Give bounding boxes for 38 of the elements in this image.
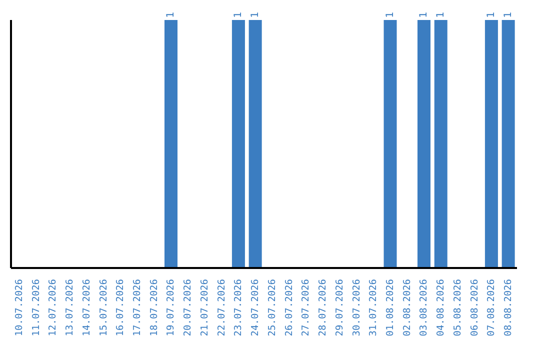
- x-tick-label: 01.08.2026: [385, 278, 396, 336]
- data-label: 1: [435, 12, 446, 18]
- data-label: 1: [232, 12, 244, 18]
- x-tick-label: 28.07.2026: [318, 278, 329, 336]
- x-tick-label: 24.07.2026: [250, 278, 262, 336]
- data-label: 1: [165, 12, 176, 18]
- x-tick-label: 10.07.2026: [14, 278, 25, 336]
- x-tick-label: 11.07.2026: [30, 278, 42, 336]
- data-label: 1: [250, 12, 261, 18]
- x-tick-label: 13.07.2026: [64, 278, 76, 336]
- data-label: 1: [384, 12, 396, 18]
- x-tick-label: 18.07.2026: [148, 278, 160, 336]
- x-tick-label: 14.07.2026: [81, 278, 92, 336]
- x-tick-label: 22.07.2026: [216, 278, 228, 336]
- data-label: 1: [486, 12, 497, 18]
- data-label: 1: [418, 12, 430, 18]
- x-tick-label: 12.07.2026: [48, 278, 59, 336]
- x-tick-label: 04.08.2026: [436, 278, 447, 336]
- x-tick-label: 25.07.2026: [266, 278, 278, 336]
- x-tick-label: 20.07.2026: [182, 278, 194, 336]
- x-tick-label: 15.07.2026: [98, 278, 110, 336]
- x-tick-label: 31.07.2026: [368, 278, 380, 336]
- x-tick-label: 03.08.2026: [418, 278, 430, 336]
- x-tick-label: 02.08.2026: [402, 278, 413, 336]
- x-tick-label: 08.08.2026: [503, 278, 514, 336]
- x-tick-label: 23.07.2026: [233, 278, 244, 336]
- data-label: 1: [502, 12, 514, 18]
- x-tick-label: 26.07.2026: [284, 278, 295, 336]
- x-tick-label: 06.08.2026: [469, 278, 480, 336]
- x-tick-label: 07.08.2026: [486, 278, 498, 336]
- x-tick-label: 21.07.2026: [199, 278, 210, 336]
- x-tick-label: 16.07.2026: [115, 278, 126, 336]
- x-tick-label: 29.07.2026: [334, 278, 346, 336]
- x-tick-label: 19.07.2026: [166, 278, 177, 336]
- x-tick-label: 17.07.2026: [132, 278, 143, 336]
- x-tick-label: 30.07.2026: [351, 278, 362, 336]
- x-tick-label: 05.08.2026: [452, 278, 464, 336]
- x-tick-label: 27.07.2026: [300, 278, 312, 336]
